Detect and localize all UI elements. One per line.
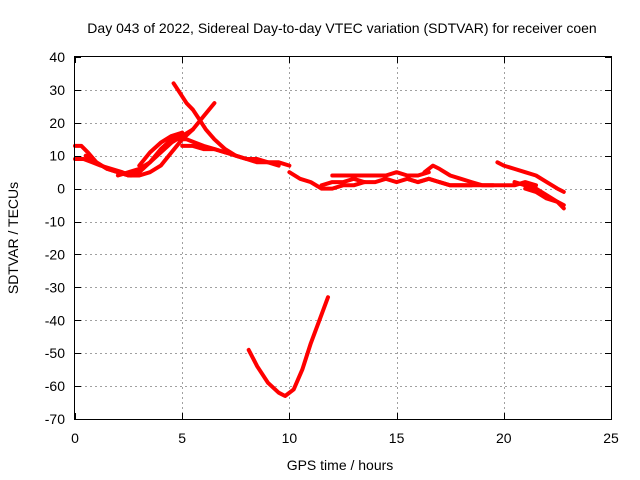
data-series-arc-19 <box>523 186 566 211</box>
y-axis-label: SDTVAR / TECUs <box>5 182 21 294</box>
x-axis-label: GPS time / hours <box>287 457 394 473</box>
data-series-arc-11 <box>287 170 367 191</box>
data-series-arc-13 <box>330 170 431 178</box>
data-series-arc-8 <box>175 137 292 168</box>
y-tick-label: -20 <box>45 246 65 262</box>
y-tick-label: 40 <box>49 49 65 65</box>
y-tick-label: 10 <box>49 148 65 164</box>
data-series-arc-4 <box>115 127 195 178</box>
y-tick-label: -10 <box>45 214 65 230</box>
data-series-arc-6 <box>137 130 185 168</box>
y-tick-label: -50 <box>45 345 65 361</box>
series-layer <box>73 81 566 398</box>
x-tick-label: 20 <box>496 430 512 446</box>
y-tick-label: 0 <box>57 181 65 197</box>
data-series-arc-7 <box>171 81 281 168</box>
x-tick-label: 25 <box>603 430 619 446</box>
y-tick-label: 30 <box>49 82 65 98</box>
data-series-arc-9 <box>180 143 228 155</box>
y-tick-label: -40 <box>45 312 65 328</box>
x-tick-label: 15 <box>389 430 405 446</box>
plot-frame <box>74 56 612 420</box>
chart-title: Day 043 of 2022, Sidereal Day-to-day VTE… <box>87 20 596 36</box>
y-tick-label: 20 <box>49 115 65 131</box>
x-tick-label: 0 <box>71 430 79 446</box>
x-tick-label: 10 <box>282 430 298 446</box>
y-tick-label: -30 <box>45 279 65 295</box>
grid-layer <box>75 57 611 419</box>
axis-layer <box>74 56 612 420</box>
y-tick-label: -70 <box>45 411 65 427</box>
data-series-arc-17 <box>495 160 566 194</box>
tick-layer: 0 5 10 15 20 25 -70 -60 -50 -40 -30 -20 -10 0 10 20 30 40 <box>45 49 619 446</box>
y-tick-label: -60 <box>45 378 65 394</box>
data-series-arc-10 <box>246 295 330 398</box>
x-tick-label: 5 <box>178 430 186 446</box>
